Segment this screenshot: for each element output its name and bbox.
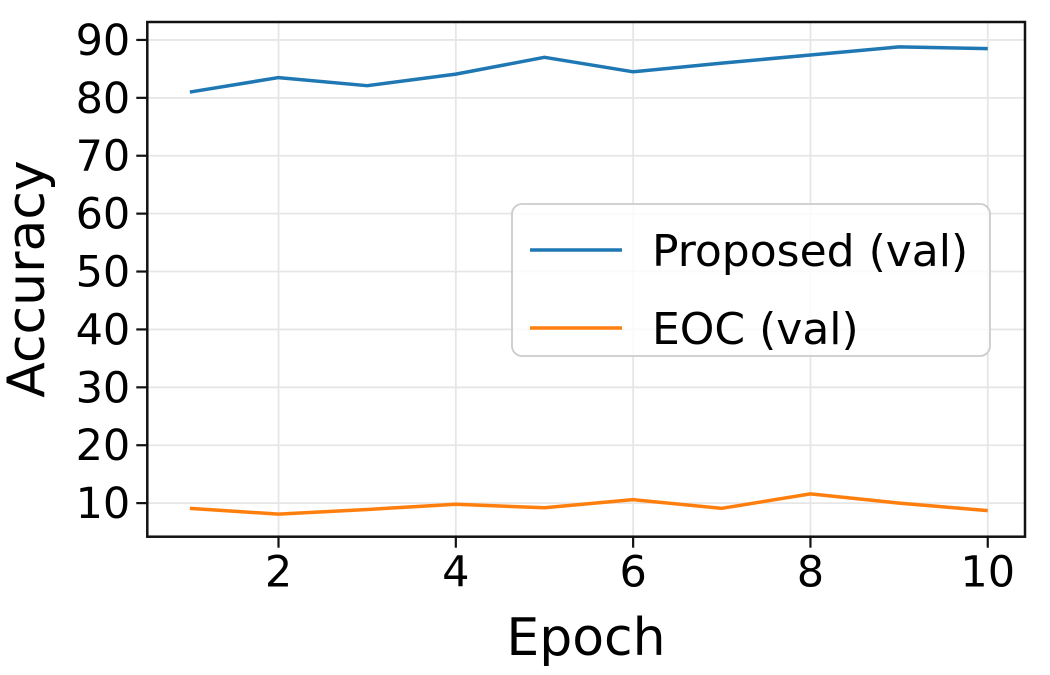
legend-entry-eoc: EOC (val)	[530, 304, 859, 355]
legend-label-proposed: Proposed (val)	[652, 226, 968, 277]
series-line-proposed-val	[189, 45, 988, 94]
tick-labels-layer: 2 4 6 8 10 10 20 30 40 50 60 70 80 90	[76, 16, 1016, 598]
y-tick-label: 30	[76, 363, 131, 413]
series-line-eoc-val	[189, 492, 988, 516]
x-tick-label: 4	[442, 548, 469, 598]
tick-marks-layer	[136, 38, 989, 548]
plot-area-border	[146, 20, 1027, 538]
legend: Proposed (val) EOC (val)	[511, 203, 991, 357]
y-tick-label: 40	[76, 305, 131, 355]
y-axis-label: Accuracy	[0, 160, 57, 397]
legend-label-eoc: EOC (val)	[652, 304, 859, 355]
x-tick-label: 2	[265, 548, 292, 598]
y-tick-label: 70	[76, 132, 131, 182]
y-tick-label: 80	[76, 74, 131, 124]
legend-entry-proposed: Proposed (val)	[530, 226, 968, 277]
y-tick-label: 10	[76, 479, 131, 529]
y-tick-label: 60	[76, 190, 131, 240]
y-tick-label: 50	[76, 248, 131, 298]
legend-box	[511, 203, 991, 357]
x-tick-label: 8	[797, 548, 824, 598]
y-tick-label: 90	[76, 16, 131, 66]
x-axis-label: Epoch	[506, 608, 665, 668]
y-tick-label: 20	[76, 421, 131, 471]
x-tick-label: 10	[960, 548, 1015, 598]
x-tick-label: 6	[619, 548, 646, 598]
series-layer	[189, 45, 988, 516]
